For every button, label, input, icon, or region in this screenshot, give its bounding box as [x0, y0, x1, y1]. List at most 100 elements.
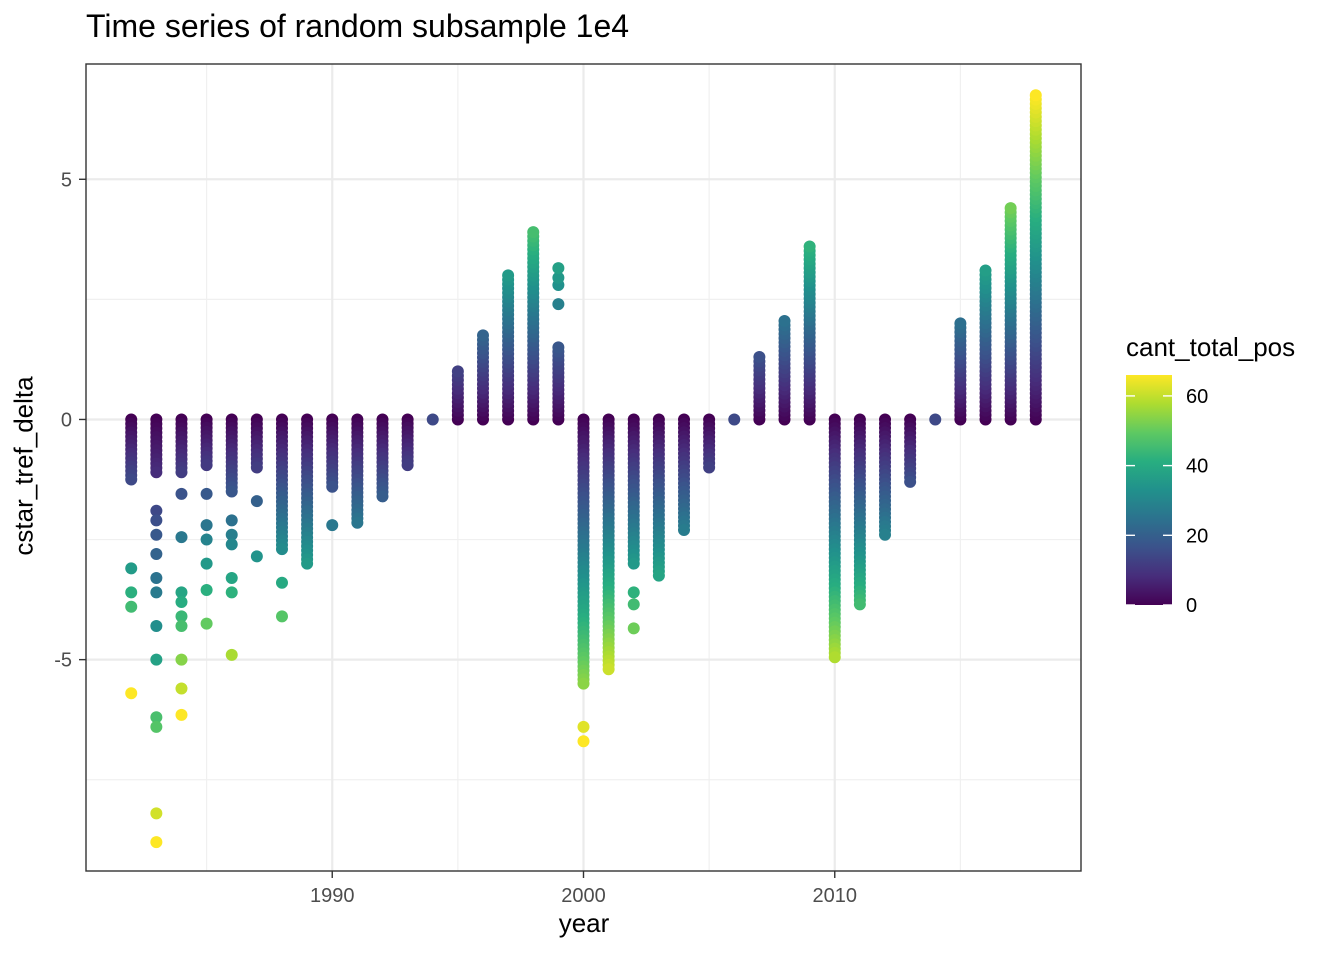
- data-point: [175, 531, 188, 544]
- point-column: [803, 240, 816, 426]
- point-column: [275, 413, 288, 623]
- data-point: [200, 617, 213, 630]
- data-point: [175, 596, 188, 608]
- point-column: [652, 413, 665, 582]
- data-point: [175, 610, 188, 623]
- point-column: [125, 413, 138, 700]
- data-point: [527, 226, 540, 239]
- legend-tick-label: 60: [1186, 386, 1208, 408]
- data-point: [979, 264, 992, 277]
- data-point: [150, 807, 163, 820]
- point-column: [778, 314, 791, 426]
- point-column: [552, 262, 565, 426]
- data-point: [627, 557, 640, 570]
- data-point: [150, 528, 163, 541]
- data-point: [150, 514, 163, 527]
- data-point: [200, 487, 213, 500]
- legend-tick-label: 20: [1186, 525, 1208, 547]
- x-tick-label: 1990: [310, 885, 355, 907]
- point-column: [476, 329, 489, 426]
- data-point: [175, 466, 188, 479]
- data-point: [225, 528, 238, 541]
- data-point: [803, 240, 816, 253]
- data-point: [376, 490, 389, 503]
- data-point: [627, 586, 640, 599]
- data-point: [828, 651, 841, 664]
- point-column: [703, 413, 716, 474]
- data-point: [175, 708, 188, 721]
- point-column: [426, 413, 439, 426]
- data-point: [577, 720, 590, 733]
- data-point: [250, 461, 263, 474]
- data-point: [175, 487, 188, 500]
- point-column: [853, 413, 866, 611]
- data-point: [1004, 202, 1017, 215]
- x-axis: 1990 2000 2010: [310, 871, 857, 907]
- data-point: [929, 413, 942, 426]
- point-column: [376, 413, 389, 503]
- data-point: [577, 735, 590, 748]
- data-point: [225, 485, 238, 498]
- point-column: [150, 413, 163, 849]
- data-point: [904, 475, 917, 488]
- point-column: [351, 413, 364, 529]
- data-point: [125, 473, 138, 486]
- point-column: [502, 269, 515, 426]
- data-point: [150, 836, 163, 849]
- data-point: [250, 495, 263, 508]
- data-point: [200, 519, 213, 532]
- legend-title: cant_total_pos: [1126, 332, 1296, 362]
- data-point: [552, 341, 565, 354]
- data-point: [476, 329, 489, 342]
- data-point: [225, 648, 238, 661]
- legend-tick-label: 0: [1186, 595, 1197, 617]
- y-tick-label: 0: [61, 409, 72, 431]
- point-column: [451, 365, 464, 426]
- point-column: [602, 413, 615, 676]
- data-point: [275, 610, 288, 623]
- data-point: [200, 459, 213, 472]
- data-point: [150, 547, 163, 560]
- point-column: [753, 351, 766, 426]
- point-column: [904, 413, 917, 488]
- data-point: [275, 543, 288, 556]
- point-column: [879, 413, 892, 541]
- data-point: [125, 586, 138, 599]
- y-axis-title: cstar_tref_delta: [8, 376, 39, 556]
- data-point: [753, 351, 766, 364]
- data-point: [351, 516, 364, 529]
- data-point: [125, 562, 138, 575]
- data-point: [401, 459, 414, 472]
- data-point: [326, 480, 339, 493]
- data-point: [879, 528, 892, 541]
- data-point: [652, 569, 665, 582]
- color-legend: 0 20 40 60: [1126, 375, 1208, 617]
- data-point: [728, 413, 741, 426]
- data-point: [175, 586, 188, 599]
- data-point: [627, 622, 640, 635]
- data-point: [778, 314, 791, 327]
- point-column: [728, 413, 741, 426]
- legend-tick-label: 40: [1186, 456, 1208, 478]
- y-tick-label: 5: [61, 169, 72, 191]
- point-column: [301, 413, 314, 570]
- data-point: [175, 653, 188, 666]
- data-point: [225, 586, 238, 599]
- data-point: [552, 271, 565, 284]
- data-point: [426, 413, 439, 426]
- x-tick-label: 2010: [813, 885, 858, 907]
- data-point: [150, 620, 163, 633]
- data-point: [200, 533, 213, 546]
- data-point: [175, 682, 188, 695]
- data-point: [577, 677, 590, 690]
- data-point: [552, 298, 565, 311]
- point-column: [326, 413, 339, 532]
- data-point: [627, 598, 640, 611]
- data-point: [225, 514, 238, 527]
- point-column: [250, 413, 263, 563]
- data-point: [552, 262, 565, 275]
- point-column: [979, 264, 992, 426]
- data-point: [150, 653, 163, 666]
- point-column: [627, 413, 640, 635]
- data-point: [451, 365, 464, 378]
